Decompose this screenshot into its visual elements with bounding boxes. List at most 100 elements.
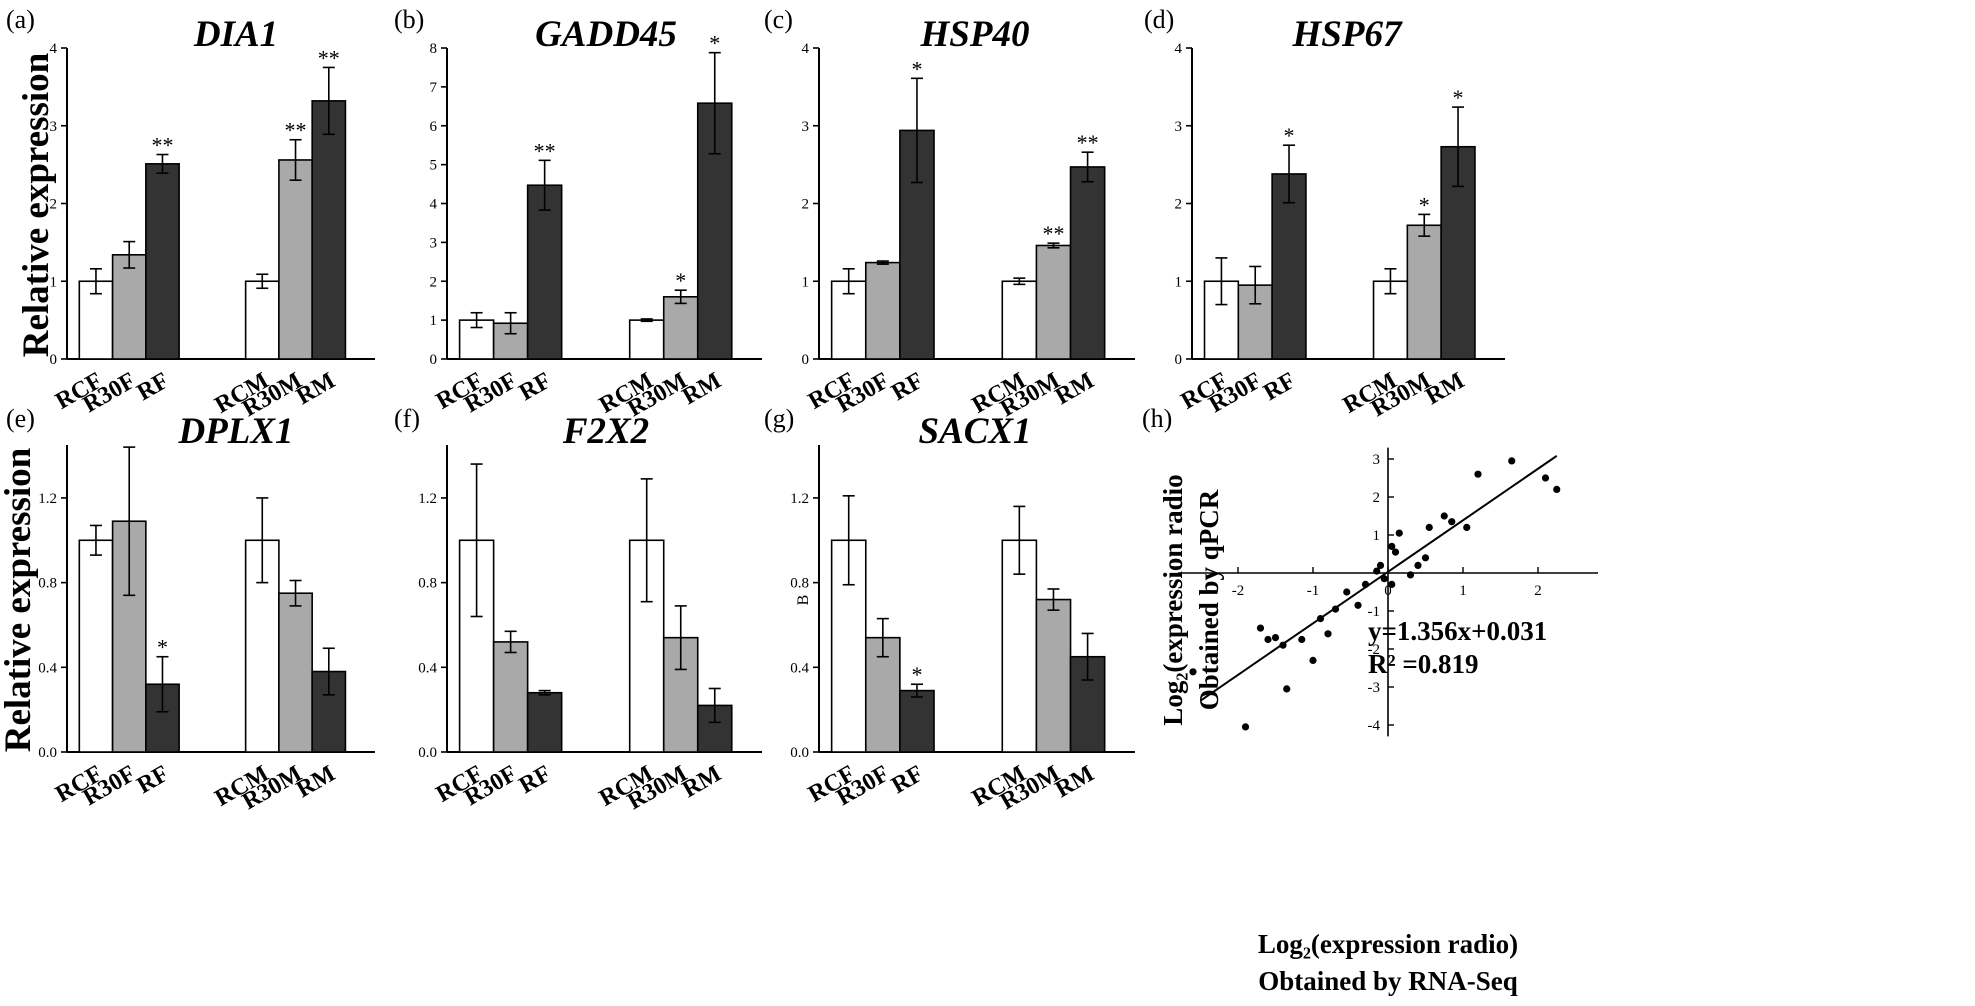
bar-rm: [311, 100, 347, 360]
y-tick-label: 4: [1175, 41, 1183, 57]
y-tick-label: 0.4: [790, 660, 809, 676]
bar-rcm: [628, 539, 665, 753]
panel-letter: (b): [394, 5, 424, 34]
x-axis-title-line1: Log₂(expression radio): [1258, 929, 1518, 959]
x-axis-title-line2: Obtained by RNA-Seq: [1258, 966, 1518, 996]
y-tick-label: 3: [1175, 119, 1183, 135]
panel-title: SACX1: [918, 411, 1031, 452]
panel-letter: (e): [6, 404, 35, 433]
panel-title: F2X2: [562, 411, 649, 452]
scatter-point: [1343, 588, 1351, 596]
scatter-point: [1391, 548, 1400, 556]
significance-mark: **: [151, 133, 173, 158]
bar-r30m: [278, 159, 313, 360]
significance-mark: *: [911, 56, 922, 81]
significance-mark: **: [1042, 221, 1064, 246]
y-tick-label: 0.4: [38, 660, 57, 676]
x-tick-label: 1: [1459, 583, 1467, 599]
y-tick-label: 4: [430, 197, 438, 213]
significance-mark: **: [285, 118, 307, 143]
scatter-point: [1271, 634, 1280, 642]
scatter-point: [1309, 656, 1317, 665]
y-axis-label: B: [795, 595, 812, 606]
bar-rcm: [1001, 280, 1038, 360]
y-tick-label: 1: [50, 274, 58, 290]
panel-letter: (h): [1142, 404, 1172, 433]
panel-letter: (f): [394, 404, 420, 433]
bar-rcm: [244, 280, 280, 360]
bar-r30m: [1406, 224, 1442, 360]
significance-mark: *: [1453, 85, 1464, 110]
scatter-point: [1474, 470, 1482, 478]
panel-title: HSP67: [1292, 14, 1403, 55]
bar-rf: [145, 163, 180, 360]
y-tick-label: 2: [802, 197, 810, 213]
y-tick-label: 4: [802, 41, 810, 57]
bar-rm: [1069, 166, 1106, 360]
y-tick-label: 0: [430, 352, 438, 368]
scatter-point: [1279, 641, 1287, 649]
bar-r30f: [864, 261, 901, 360]
category-label: RF: [887, 761, 928, 800]
y-tick-label: 4: [50, 41, 58, 57]
category-label: RF: [133, 761, 174, 800]
y-tick-label: 0.8: [38, 576, 57, 592]
panel-title: GADD45: [535, 14, 677, 55]
category-label: RF: [887, 368, 928, 407]
scatter-point: [1380, 575, 1388, 583]
scatter-point: [1463, 523, 1471, 532]
y-tick-label: 0.0: [790, 745, 809, 761]
scatter-point: [1316, 615, 1325, 623]
scatter-point: [1256, 624, 1265, 632]
x-tick-label: -2: [1232, 583, 1245, 599]
y-tick-label: 0: [50, 352, 58, 368]
panel-title: DIA1: [193, 14, 278, 55]
significance-mark: *: [157, 635, 168, 660]
scatter-point: [1425, 523, 1433, 532]
scatter-point: [1414, 561, 1422, 570]
scatter-point: [1553, 485, 1561, 493]
y-tick-label: 8: [430, 41, 438, 57]
y-tick-label: 0.4: [418, 660, 437, 676]
y-tick-label: -4: [1368, 718, 1381, 734]
category-label: RM: [678, 368, 726, 411]
bar-rf: [526, 691, 563, 753]
y-tick-label: -3: [1368, 680, 1381, 696]
y-tick-label: -2: [1368, 642, 1381, 658]
scatter-point: [1241, 723, 1250, 731]
y-tick-label: 0: [1175, 352, 1183, 368]
scatter-point: [1440, 512, 1448, 520]
y-tick-label: 0: [802, 352, 810, 368]
bar-r30m: [1035, 244, 1072, 360]
significance-mark: **: [1077, 130, 1099, 155]
bar-r30m: [662, 295, 699, 360]
panel-title: HSP40: [920, 14, 1030, 55]
y-tick-label: 0.0: [38, 745, 57, 761]
category-label: RM: [292, 761, 340, 804]
panel-letter: (c): [764, 5, 793, 34]
y-tick-label: 1: [802, 274, 810, 290]
y-tick-label: 1: [430, 313, 438, 329]
y-tick-label: 7: [430, 80, 438, 96]
scatter-point: [1283, 685, 1291, 693]
category-label: RM: [1051, 761, 1099, 804]
bar-r30m: [278, 592, 313, 753]
y-axis-title-line1: Log₂(expression radio: [1158, 474, 1188, 725]
significance-mark: *: [911, 662, 922, 687]
y-tick-label: 3: [430, 235, 438, 251]
category-label: RF: [515, 368, 556, 407]
x-tick-label: -1: [1307, 583, 1320, 599]
y-tick-label: 1: [1373, 528, 1381, 544]
significance-mark: **: [534, 138, 556, 163]
bar-r30m: [1035, 598, 1072, 753]
y-tick-label: 5: [430, 158, 438, 174]
bar-r30f: [111, 254, 147, 360]
bar-r30f: [1237, 284, 1273, 360]
category-label: RF: [133, 368, 174, 407]
y-tick-label: 1.2: [38, 491, 57, 507]
